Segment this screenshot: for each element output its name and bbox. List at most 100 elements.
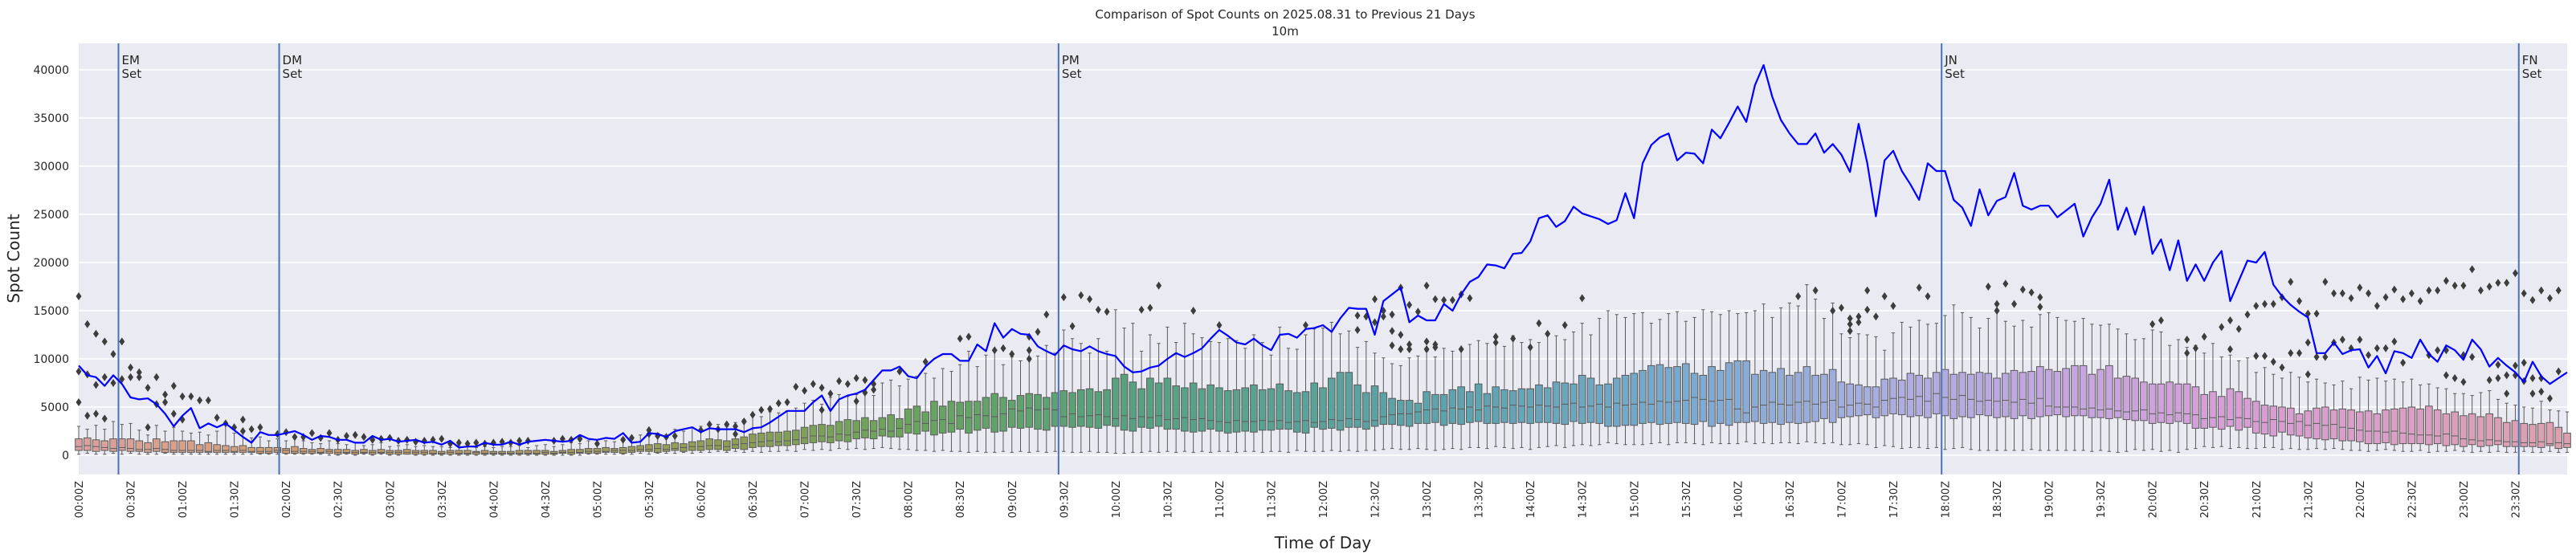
outlier-point [844, 380, 851, 389]
box-body [1802, 366, 1811, 423]
box [1872, 336, 1880, 448]
box [2251, 372, 2260, 450]
x-tick-label: 23:00Z [2459, 481, 2471, 518]
box-body [161, 441, 169, 453]
outlier-point [248, 425, 255, 434]
box-body [195, 444, 204, 453]
box-body [1059, 390, 1068, 427]
box [2174, 339, 2182, 453]
box-body [282, 448, 290, 454]
box-body [1647, 365, 1655, 423]
box-body [153, 438, 161, 452]
outlier-point [2348, 294, 2354, 303]
box [757, 416, 765, 453]
box [1621, 316, 1630, 446]
outlier-point [455, 438, 462, 447]
box [1181, 323, 1189, 452]
box [1094, 338, 1103, 453]
chart-title: Comparison of Spot Counts on 2025.08.31 … [1095, 7, 1475, 22]
outlier-point [2296, 348, 2303, 357]
x-tick-label: 21:00Z [2251, 481, 2264, 518]
outlier-point [2529, 295, 2536, 304]
box-body [1820, 373, 1828, 419]
outlier-point [2443, 371, 2449, 380]
outlier-point [2451, 281, 2458, 290]
box-body [1500, 389, 1508, 423]
box [2088, 324, 2096, 452]
box [1639, 312, 1647, 446]
box-body [2425, 405, 2433, 446]
box-body [2010, 369, 2019, 419]
box-body [291, 446, 299, 454]
y-tick-label: 30000 [33, 161, 69, 173]
box [386, 446, 394, 456]
box [264, 440, 273, 455]
box [1733, 313, 1742, 445]
outlier-point [1423, 281, 1430, 290]
box [83, 429, 92, 454]
outlier-point [2382, 293, 2389, 302]
box-body [1639, 369, 1647, 424]
box-body [1112, 377, 1120, 427]
box-body [498, 450, 506, 455]
outlier-point [1302, 321, 1308, 329]
box-body [316, 448, 325, 454]
box [2096, 324, 2104, 451]
box [1284, 348, 1292, 453]
box [1310, 328, 1319, 452]
x-tick-label: 17:00Z [1836, 481, 1848, 518]
box [489, 446, 498, 456]
outlier-point [1423, 345, 1430, 353]
box-body [264, 446, 273, 454]
set-marker-label: PM [1062, 53, 1080, 67]
box-body [1630, 373, 1639, 426]
box-body [1604, 383, 1612, 427]
x-tick-label: 04:30Z [541, 481, 553, 518]
box-body [1457, 386, 1465, 426]
outlier-point [2158, 316, 2164, 324]
box-body [2269, 405, 2278, 437]
set-marker-label: Set [1062, 67, 1082, 81]
outlier-point [646, 426, 652, 434]
box-body [1439, 393, 1448, 426]
box-body [1431, 393, 1439, 423]
outlier-point [2374, 302, 2380, 310]
box [394, 445, 402, 456]
box [938, 368, 947, 451]
box-body [402, 449, 411, 455]
box-body [1172, 385, 1180, 430]
outlier-point [197, 396, 203, 405]
box [2010, 325, 2019, 451]
outlier-point [2296, 297, 2303, 305]
box [1474, 340, 1483, 448]
box-body [1690, 373, 1699, 426]
outlier-point [101, 414, 108, 423]
box-body [740, 436, 749, 450]
outlier-point [2227, 316, 2233, 324]
box-body [2071, 365, 2079, 417]
outlier-point [516, 437, 523, 445]
box [541, 444, 549, 456]
outlier-point [153, 373, 160, 381]
box-body [653, 443, 662, 453]
box-body [645, 444, 653, 452]
box-body [144, 442, 152, 453]
box [169, 426, 178, 455]
outlier-point [802, 386, 808, 395]
outlier-point [1432, 343, 1439, 352]
box-body [2554, 426, 2563, 450]
box-body [2364, 410, 2373, 445]
outlier-point [2408, 289, 2415, 298]
outlier-point [1527, 343, 1533, 352]
box-body [947, 401, 956, 433]
box [2113, 328, 2122, 453]
box [402, 444, 411, 455]
box-body [2295, 413, 2304, 437]
outlier-point [853, 397, 859, 405]
box [1846, 337, 1854, 446]
box [2295, 377, 2304, 450]
outlier-point [257, 423, 263, 432]
box [1414, 355, 1423, 450]
box [2001, 320, 2010, 451]
box [1786, 302, 1794, 443]
